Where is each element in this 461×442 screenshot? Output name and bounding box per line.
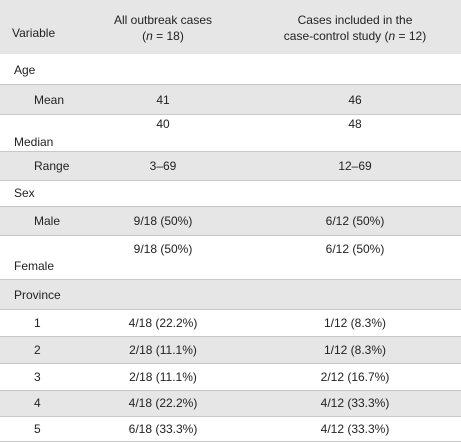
section-label: Age [14, 63, 36, 77]
table-row-province-2: 2 2/18 (11.1%) 1/12 (8.3%) [0, 337, 461, 364]
table-row-median: Median 40 48 [0, 115, 461, 152]
table-row-female: Female 9/18 (50%) 6/12 (50%) [0, 236, 461, 280]
header-all-cases-paren: ( [142, 29, 147, 43]
all-cases-value: 9/18 (50%) [133, 242, 193, 256]
header-all-cases-line2: (n = 18) [88, 28, 238, 44]
row-label: 5 [34, 422, 41, 436]
section-sex: Sex [0, 181, 461, 207]
study-cases-value: 48 [348, 117, 362, 131]
table-row-range: Range 3–69 12–69 [0, 152, 461, 181]
row-label: Median [14, 135, 54, 149]
study-cases-value: 1/12 (8.3%) [323, 316, 387, 330]
all-cases-value: 4/18 (22.2%) [128, 316, 198, 330]
section-age: Age [0, 54, 461, 85]
all-cases-value: 9/18 (50%) [133, 214, 193, 228]
header-study-cases: Cases included in the case-control study… [260, 12, 450, 44]
row-label: Female [14, 259, 55, 273]
row-label: Male [34, 214, 61, 228]
table-row-province-4: 4 4/18 (22.2%) 4/12 (33.3%) [0, 391, 461, 417]
header-variable: Variable [12, 26, 56, 40]
table-row-male: Male 9/18 (50%) 6/12 (50%) [0, 207, 461, 236]
all-cases-value: 3–69 [149, 159, 177, 173]
all-cases-value: 4/18 (22.2%) [128, 396, 198, 410]
study-cases-value: 12–69 [338, 159, 372, 173]
header-study-cases-prefix: case-control study ( [283, 29, 389, 43]
all-cases-value: 40 [156, 117, 170, 131]
study-cases-value: 4/12 (33.3%) [320, 422, 390, 436]
all-cases-value: 2/18 (11.1%) [129, 343, 197, 357]
header-study-cases-line1: Cases included in the [297, 13, 413, 27]
section-province: Province [0, 280, 461, 310]
header-all-cases-n: n [146, 29, 153, 43]
table-row-mean: Mean 41 46 [0, 85, 461, 115]
header-study-cases-n: n [388, 29, 396, 43]
row-label: 2 [34, 343, 41, 357]
all-cases-value: 2/18 (11.1%) [129, 370, 197, 384]
study-cases-value: 1/12 (8.3%) [323, 343, 387, 357]
header-all-cases: All outbreak cases (n = 18) [88, 12, 238, 44]
study-cases-value: 6/12 (50%) [325, 214, 385, 228]
study-cases-value: 46 [348, 93, 362, 107]
section-label: Sex [14, 186, 35, 200]
table-row-province-3: 3 2/18 (11.1%) 2/12 (16.7%) [0, 364, 461, 391]
row-label: 4 [34, 396, 41, 410]
table-row-province-5: 5 6/18 (33.3%) 4/12 (33.3%) [0, 417, 461, 442]
row-label: Range [34, 159, 70, 173]
study-cases-value: 6/12 (50%) [325, 242, 385, 256]
study-cases-value: 2/12 (16.7%) [320, 370, 390, 384]
table-row-province-1: 1 4/18 (22.2%) 1/12 (8.3%) [0, 310, 461, 337]
all-cases-value: 41 [156, 93, 170, 107]
table-header: Variable All outbreak cases (n = 18) Cas… [0, 0, 461, 54]
header-all-cases-line1: All outbreak cases [113, 13, 213, 27]
header-all-cases-count: = 18) [152, 29, 184, 43]
row-label: Mean [34, 93, 65, 107]
row-label: 1 [34, 316, 41, 330]
header-study-cases-line2: case-control study (n = 12) [260, 28, 450, 44]
row-label: 3 [34, 370, 41, 384]
header-study-cases-count: = 12) [395, 29, 427, 43]
all-cases-value: 6/18 (33.3%) [128, 422, 198, 436]
study-cases-value: 4/12 (33.3%) [320, 396, 390, 410]
section-label: Province [14, 288, 61, 302]
